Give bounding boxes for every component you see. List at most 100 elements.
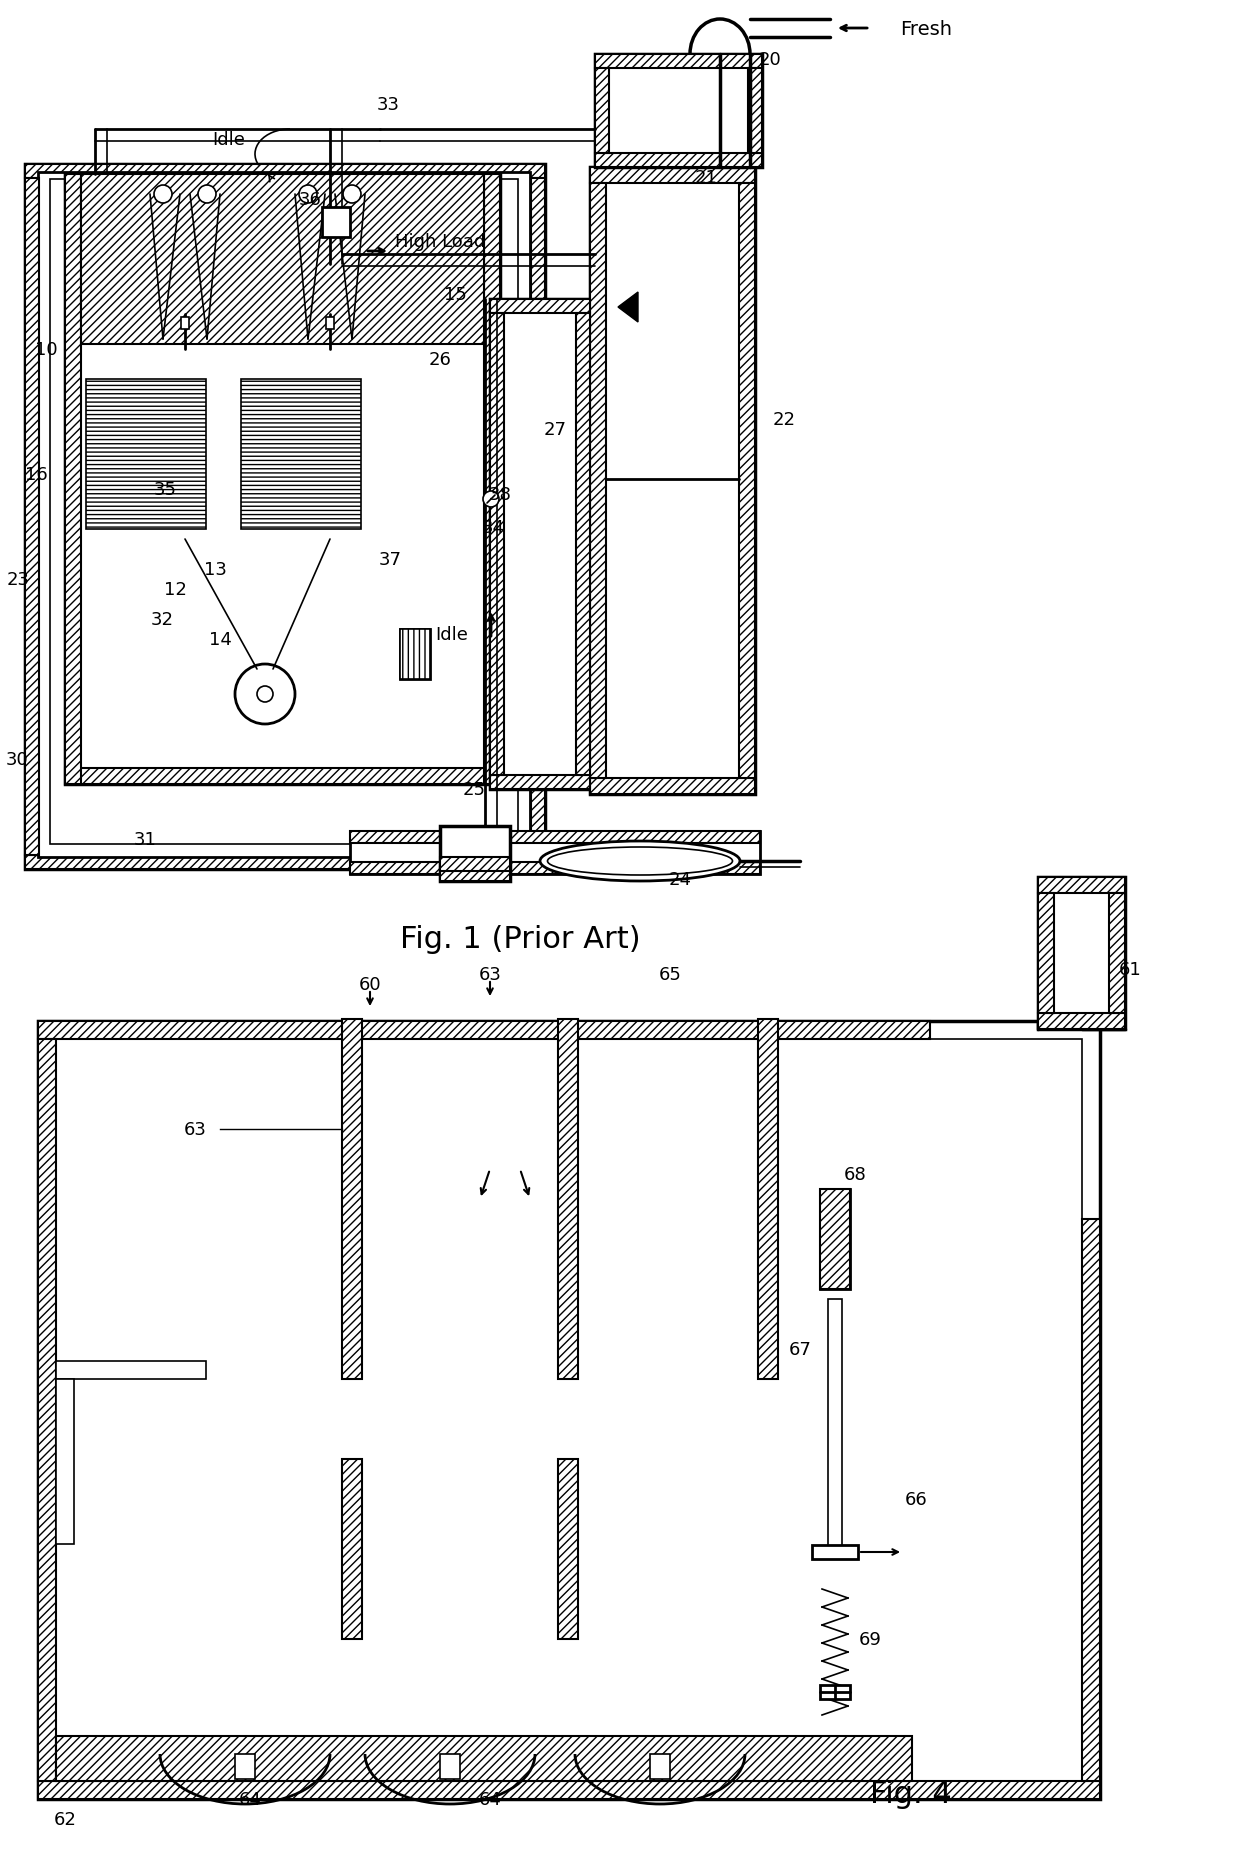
Ellipse shape xyxy=(539,841,740,882)
Text: 64: 64 xyxy=(479,1790,501,1809)
Bar xyxy=(812,1545,858,1560)
Circle shape xyxy=(343,186,361,204)
Bar xyxy=(531,178,546,856)
Text: 26: 26 xyxy=(429,351,451,370)
Bar xyxy=(38,1040,56,1781)
Bar xyxy=(1038,893,1054,1014)
Text: 34: 34 xyxy=(481,518,505,537)
Text: 32: 32 xyxy=(150,611,174,630)
Bar xyxy=(828,1300,842,1549)
Text: 60: 60 xyxy=(358,975,382,993)
Text: 25: 25 xyxy=(463,780,486,799)
Text: 61: 61 xyxy=(1118,960,1141,979)
Bar xyxy=(401,630,430,680)
Bar xyxy=(241,381,361,529)
Bar xyxy=(590,778,755,795)
Text: 10: 10 xyxy=(36,342,58,358)
Text: Fresh: Fresh xyxy=(900,19,952,39)
Bar xyxy=(490,299,590,789)
Bar xyxy=(490,299,590,314)
Text: 37: 37 xyxy=(378,552,402,568)
Bar xyxy=(440,867,510,882)
Bar xyxy=(56,1361,206,1380)
Text: 67: 67 xyxy=(789,1341,811,1357)
Bar xyxy=(590,167,755,795)
Bar xyxy=(595,154,763,167)
Bar xyxy=(38,173,529,858)
Bar xyxy=(81,175,484,345)
Bar xyxy=(86,381,206,529)
Bar xyxy=(739,184,755,778)
Bar xyxy=(25,165,546,178)
Text: 68: 68 xyxy=(843,1166,867,1183)
Bar xyxy=(64,769,500,784)
Bar xyxy=(440,826,510,882)
Bar xyxy=(342,1019,362,1380)
Bar xyxy=(595,56,763,167)
Text: 38: 38 xyxy=(489,487,511,503)
Bar xyxy=(322,208,350,238)
Bar xyxy=(64,175,500,784)
Text: 23: 23 xyxy=(7,570,30,589)
Circle shape xyxy=(257,687,273,702)
Text: Fig. 1 (Prior Art): Fig. 1 (Prior Art) xyxy=(399,925,640,954)
Bar xyxy=(56,1736,911,1781)
Bar xyxy=(25,165,546,869)
Bar xyxy=(558,1019,578,1380)
Text: 21: 21 xyxy=(694,169,718,188)
Text: 63: 63 xyxy=(184,1120,206,1138)
Bar xyxy=(342,1460,362,1640)
Bar xyxy=(1038,878,1125,1029)
Text: 30: 30 xyxy=(5,750,29,769)
Text: 24: 24 xyxy=(668,871,692,888)
Bar xyxy=(606,184,739,778)
Bar xyxy=(64,175,500,191)
Bar xyxy=(181,318,188,331)
Bar xyxy=(820,1188,849,1289)
Bar xyxy=(595,69,609,154)
Bar xyxy=(490,314,503,776)
Bar xyxy=(1038,1014,1125,1029)
Bar xyxy=(350,832,760,843)
Bar xyxy=(401,630,430,680)
Text: 15: 15 xyxy=(444,286,466,305)
Text: Idle: Idle xyxy=(435,626,469,644)
Bar xyxy=(758,1019,777,1380)
Text: 12: 12 xyxy=(164,581,186,598)
Bar xyxy=(820,1188,849,1289)
Text: 33: 33 xyxy=(377,97,399,113)
Text: 22: 22 xyxy=(773,410,796,429)
Text: Idle: Idle xyxy=(212,132,246,149)
Bar xyxy=(50,180,518,845)
Bar xyxy=(81,191,484,769)
Bar xyxy=(326,318,334,331)
Bar xyxy=(440,858,510,871)
Bar xyxy=(595,56,763,69)
Text: 13: 13 xyxy=(203,561,227,579)
Text: 31: 31 xyxy=(134,830,156,849)
Bar xyxy=(350,832,760,875)
Bar xyxy=(1083,1220,1100,1781)
Bar xyxy=(64,175,81,784)
Polygon shape xyxy=(618,293,639,323)
Bar xyxy=(590,167,755,184)
Text: 62: 62 xyxy=(53,1811,77,1827)
Text: Fig. 4: Fig. 4 xyxy=(870,1779,952,1809)
Bar xyxy=(56,1040,1083,1781)
Bar xyxy=(25,856,546,869)
Ellipse shape xyxy=(548,847,733,875)
Text: 65: 65 xyxy=(658,966,682,984)
Circle shape xyxy=(198,186,216,204)
Bar xyxy=(440,1755,460,1779)
Bar xyxy=(650,1755,670,1779)
Circle shape xyxy=(484,492,498,507)
Text: 20: 20 xyxy=(759,50,781,69)
Circle shape xyxy=(236,665,295,724)
Bar xyxy=(590,184,606,778)
Bar xyxy=(820,1684,849,1699)
Circle shape xyxy=(299,186,317,204)
Bar xyxy=(25,178,38,856)
Bar xyxy=(236,1755,255,1779)
Bar xyxy=(1038,878,1125,893)
Bar xyxy=(748,69,763,154)
